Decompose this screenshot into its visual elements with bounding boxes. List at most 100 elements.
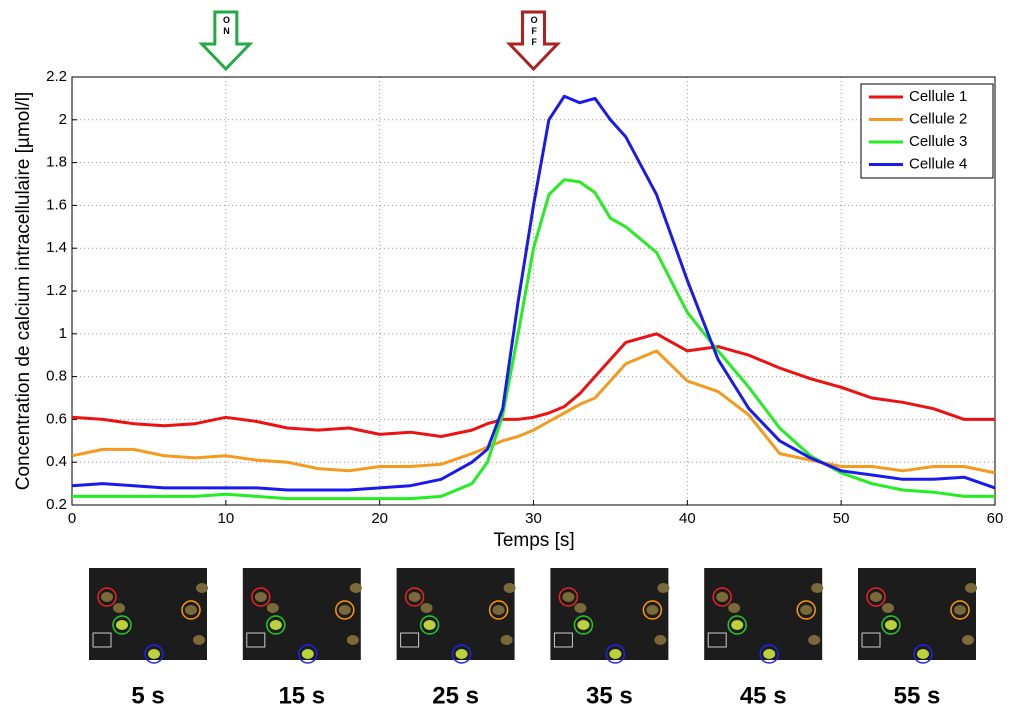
cell [885, 620, 897, 630]
cell-marker [298, 644, 318, 664]
x-tick-label: 60 [987, 510, 1004, 527]
y-tick-label: 1 [59, 325, 67, 342]
cell-marker [573, 615, 594, 635]
cell [148, 649, 160, 659]
y-tick-label: 0.6 [46, 410, 67, 427]
cell [654, 635, 667, 645]
cell-marker [112, 615, 132, 635]
cell [965, 583, 977, 593]
snapshot-image [89, 568, 207, 660]
scale-bar [707, 632, 727, 648]
cell [562, 592, 575, 602]
snapshot-label: 55 s [894, 682, 941, 709]
legend-label: Cellule 4 [909, 155, 967, 172]
y-tick-label: 2.2 [46, 68, 67, 85]
cell [500, 635, 513, 645]
scale-bar [861, 632, 881, 648]
cell-marker [558, 587, 579, 607]
legend-label: Cellule 3 [909, 133, 967, 150]
cell-marker [866, 587, 886, 607]
cell [954, 605, 966, 615]
cell [408, 592, 421, 602]
cell-marker [605, 644, 626, 664]
snapshot-label: 45 s [740, 682, 787, 709]
legend-box [860, 83, 994, 179]
data-line [71, 332, 995, 438]
cell [917, 649, 929, 659]
snapshot-image [396, 568, 515, 660]
cell [657, 583, 670, 593]
cell-marker [144, 644, 164, 664]
x-tick-label: 30 [525, 510, 542, 527]
y-tick-label: 2 [59, 111, 67, 128]
cell [808, 635, 821, 645]
cell [962, 635, 974, 645]
y-tick-label: 1.4 [46, 239, 67, 256]
cell-marker [451, 644, 472, 664]
x-tick-label: 40 [679, 510, 696, 527]
annotation-label: OFF [529, 15, 539, 48]
cell-marker [642, 600, 663, 620]
y-tick-label: 1.2 [46, 282, 67, 299]
snapshot-label: 5 s [131, 682, 164, 709]
cell-marker [488, 600, 509, 620]
cell [577, 620, 590, 630]
y-tick-label: 1.6 [46, 196, 67, 213]
cell-marker [759, 644, 779, 664]
cell-marker [727, 615, 747, 635]
cell [492, 605, 505, 615]
y-tick-label: 0.8 [46, 368, 67, 385]
cell-marker [913, 644, 933, 664]
cell-marker [950, 600, 970, 620]
x-axis-label: Temps [s] [493, 530, 574, 551]
cell-marker [881, 615, 901, 635]
cell [301, 649, 314, 659]
cell [716, 592, 729, 602]
snapshot-image [858, 568, 976, 660]
y-tick-label: 0.2 [46, 496, 67, 513]
cell [728, 603, 741, 613]
x-tick-label: 10 [217, 510, 234, 527]
plot-frame [71, 76, 996, 506]
legend-label: Cellule 2 [909, 110, 967, 127]
cell-marker [266, 615, 286, 635]
y-axis-label: Concentration de calcium intracellulaire… [13, 92, 34, 491]
cell [349, 583, 362, 593]
cell [731, 620, 744, 630]
cell-marker [419, 615, 440, 635]
cell [269, 620, 282, 630]
cell [870, 592, 882, 602]
cell [196, 583, 208, 593]
legend-label: Cellule 1 [909, 88, 967, 105]
x-tick-label: 50 [833, 510, 850, 527]
x-tick-label: 0 [68, 510, 76, 527]
scale-bar [400, 632, 420, 648]
cell [346, 635, 359, 645]
cell-marker [97, 587, 117, 607]
cell [116, 620, 128, 630]
cell-marker [404, 587, 425, 607]
cell [574, 603, 587, 613]
scale-bar [553, 632, 573, 648]
cell [882, 603, 894, 613]
cell [113, 603, 125, 613]
cell [503, 583, 516, 593]
x-tick-label: 20 [371, 510, 388, 527]
snapshot-image [242, 568, 361, 660]
cell [423, 620, 436, 630]
snapshot-label: 15 s [278, 682, 325, 709]
snapshot-label: 25 s [432, 682, 479, 709]
cell [193, 635, 205, 645]
cell-marker [251, 587, 271, 607]
cell-marker [796, 600, 816, 620]
snapshot-image [704, 568, 823, 660]
cell [185, 605, 197, 615]
snapshot-image [550, 568, 669, 660]
cell [254, 592, 267, 602]
cell-marker [181, 600, 201, 620]
scale-bar [246, 632, 266, 648]
scale-bar [92, 632, 112, 648]
cell [763, 649, 776, 659]
cell-marker [712, 587, 732, 607]
y-tick-label: 1.8 [46, 154, 67, 171]
